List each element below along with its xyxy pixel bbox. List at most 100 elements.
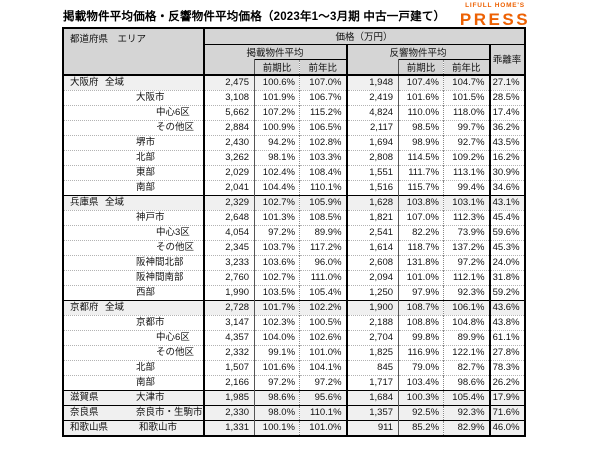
- listed-avg-price: 2,166: [203, 374, 256, 390]
- col-header-response-qoq: 前期比: [398, 58, 445, 76]
- response-yoy: 101.5%: [443, 89, 491, 105]
- response-avg-price: 1,614: [346, 239, 400, 255]
- listed-qoq: 102.7%: [254, 194, 301, 210]
- response-yoy: 82.7%: [443, 359, 491, 375]
- listed-qoq: 97.2%: [254, 374, 301, 390]
- response-yoy: 106.1%: [443, 299, 491, 315]
- response-avg-price: 1,516: [346, 179, 400, 195]
- table-row: 和歌山県 和歌山市 1,331 100.1% 101.0% 911 85.2% 82.9% 46…: [63, 419, 525, 436]
- response-qoq: 79.0%: [398, 359, 445, 375]
- table-row: 中心6区 4,357 104.0% 102.6% 2,704 99.8% 89.9% 61.1…: [63, 329, 525, 345]
- area-label: 奈良市・生駒市: [136, 406, 203, 418]
- listed-avg-price: 2,332: [203, 344, 256, 360]
- pref-area-cell: 北部: [63, 149, 205, 165]
- listed-yoy: 100.5%: [299, 314, 348, 330]
- divergence-rate: 45.4%: [489, 209, 525, 225]
- listed-yoy: 115.2%: [299, 104, 348, 120]
- response-qoq: 115.7%: [398, 179, 445, 195]
- divergence-rate: 61.1%: [489, 329, 525, 345]
- response-yoy: 137.2%: [443, 239, 491, 255]
- table-row: 南部 2,166 97.2% 97.2% 1,717 103.4% 98.6% 26.2%: [63, 374, 525, 390]
- table-row: 阪神間北部 3,233 103.6% 96.0% 2,608 131.8% 97.2% 24.…: [63, 254, 525, 270]
- listed-qoq: 102.3%: [254, 314, 301, 330]
- listed-avg-price: 3,262: [203, 149, 256, 165]
- divergence-rate: 71.6%: [489, 404, 525, 420]
- pref-area-cell: 和歌山県 和歌山市: [63, 419, 205, 436]
- listed-avg-price: 3,108: [203, 89, 256, 105]
- col-header-pref-area: 都道府県 エリア: [63, 28, 205, 76]
- listed-qoq: 101.3%: [254, 209, 301, 225]
- pref-area-cell: 東部: [63, 164, 205, 180]
- listed-yoy: 97.2%: [299, 374, 348, 390]
- table-row: 堺市 2,430 94.2% 102.8% 1,694 98.9% 92.7% 43.5%: [63, 134, 525, 150]
- listed-avg-price: 2,760: [203, 269, 256, 285]
- area-label: 阪神間北部: [136, 256, 184, 268]
- listed-avg-price: 3,233: [203, 254, 256, 270]
- response-qoq: 131.8%: [398, 254, 445, 270]
- response-qoq: 98.9%: [398, 134, 445, 150]
- response-qoq: 116.9%: [398, 344, 445, 360]
- pref-area-cell: 中心3区: [63, 224, 205, 240]
- table-row: 兵庫県 全域 2,329 102.7% 105.9% 1,628 103.8% 103.1% 4…: [63, 194, 525, 210]
- table-row: 阪神間南部 2,760 102.7% 111.0% 2,094 101.0% 112.1% 3…: [63, 269, 525, 285]
- response-avg-price: 1,357: [346, 404, 400, 420]
- divergence-rate: 26.2%: [489, 374, 525, 390]
- pref-area-cell: 京都府 全域: [63, 299, 205, 315]
- divergence-rate: 36.2%: [489, 119, 525, 135]
- col-header-listed-value-blank: [203, 59, 256, 76]
- prefecture-label: 京都府: [70, 301, 99, 313]
- listed-qoq: 101.6%: [254, 359, 301, 375]
- response-avg-price: 2,188: [346, 314, 400, 330]
- divergence-rate: 43.8%: [489, 314, 525, 330]
- table-row: 京都府 全域 2,728 101.7% 102.2% 1,900 108.7% 106.1% 4…: [63, 299, 525, 315]
- area-label: 東部: [136, 166, 156, 178]
- col-header-divergence-rate: 乖離率: [489, 44, 525, 76]
- pref-area-cell: 大阪府 全域: [63, 73, 205, 90]
- response-yoy: 112.3%: [443, 209, 491, 225]
- col-header-price-group: 価格（万円）: [203, 28, 525, 45]
- listed-yoy: 105.9%: [299, 194, 348, 210]
- pref-area-cell: 阪神間北部: [63, 254, 205, 270]
- prefecture-label: 滋賀県: [70, 391, 99, 403]
- pref-area-cell: 大阪市: [63, 89, 205, 105]
- listed-qoq: 99.1%: [254, 344, 301, 360]
- area-label: 北部: [136, 361, 156, 373]
- response-avg-price: 2,094: [346, 269, 400, 285]
- area-label: 阪神間南部: [136, 271, 184, 283]
- prefecture-label: 奈良県: [70, 406, 99, 418]
- listed-qoq: 100.1%: [254, 419, 301, 436]
- listed-avg-price: 2,475: [203, 73, 256, 90]
- listed-avg-price: 2,648: [203, 209, 256, 225]
- listed-yoy: 106.7%: [299, 89, 348, 105]
- table-row: 西部 1,990 103.5% 105.4% 1,250 97.9% 92.3% 59.2%: [63, 284, 525, 300]
- col-header-response-value-blank: [346, 59, 400, 76]
- response-yoy: 98.6%: [443, 374, 491, 390]
- area-label: 中心6区: [156, 331, 190, 343]
- response-avg-price: 1,948: [346, 73, 400, 90]
- area-label: その他区: [156, 241, 195, 253]
- listed-yoy: 107.0%: [299, 73, 348, 90]
- table-row: 滋賀県 大津市 1,985 98.6% 95.6% 1,684 100.3% 105.4% 17…: [63, 389, 525, 405]
- listed-qoq: 107.2%: [254, 104, 301, 120]
- pref-area-cell: 中心6区: [63, 104, 205, 120]
- response-qoq: 111.7%: [398, 164, 445, 180]
- logo-brand-text: LIFULL HOME'S: [465, 2, 525, 9]
- listed-avg-price: 2,345: [203, 239, 256, 255]
- divergence-rate: 17.4%: [489, 104, 525, 120]
- area-label: 全域: [105, 301, 125, 313]
- table-row: 南部 2,041 104.4% 110.1% 1,516 115.7% 99.4% 34.6%: [63, 179, 525, 195]
- listed-qoq: 98.1%: [254, 149, 301, 165]
- listed-avg-price: 4,357: [203, 329, 256, 345]
- col-header-listed-qoq: 前期比: [254, 58, 301, 76]
- listed-qoq: 102.7%: [254, 269, 301, 285]
- area-label: 全域: [105, 196, 125, 208]
- listed-yoy: 103.3%: [299, 149, 348, 165]
- response-avg-price: 911: [346, 419, 400, 436]
- table-row: 神戸市 2,648 101.3% 108.5% 1,821 107.0% 112.3% 45.…: [63, 209, 525, 225]
- response-qoq: 99.8%: [398, 329, 445, 345]
- area-label: 南部: [136, 376, 156, 388]
- listed-avg-price: 4,054: [203, 224, 256, 240]
- listed-avg-price: 2,329: [203, 194, 256, 210]
- response-qoq: 118.7%: [398, 239, 445, 255]
